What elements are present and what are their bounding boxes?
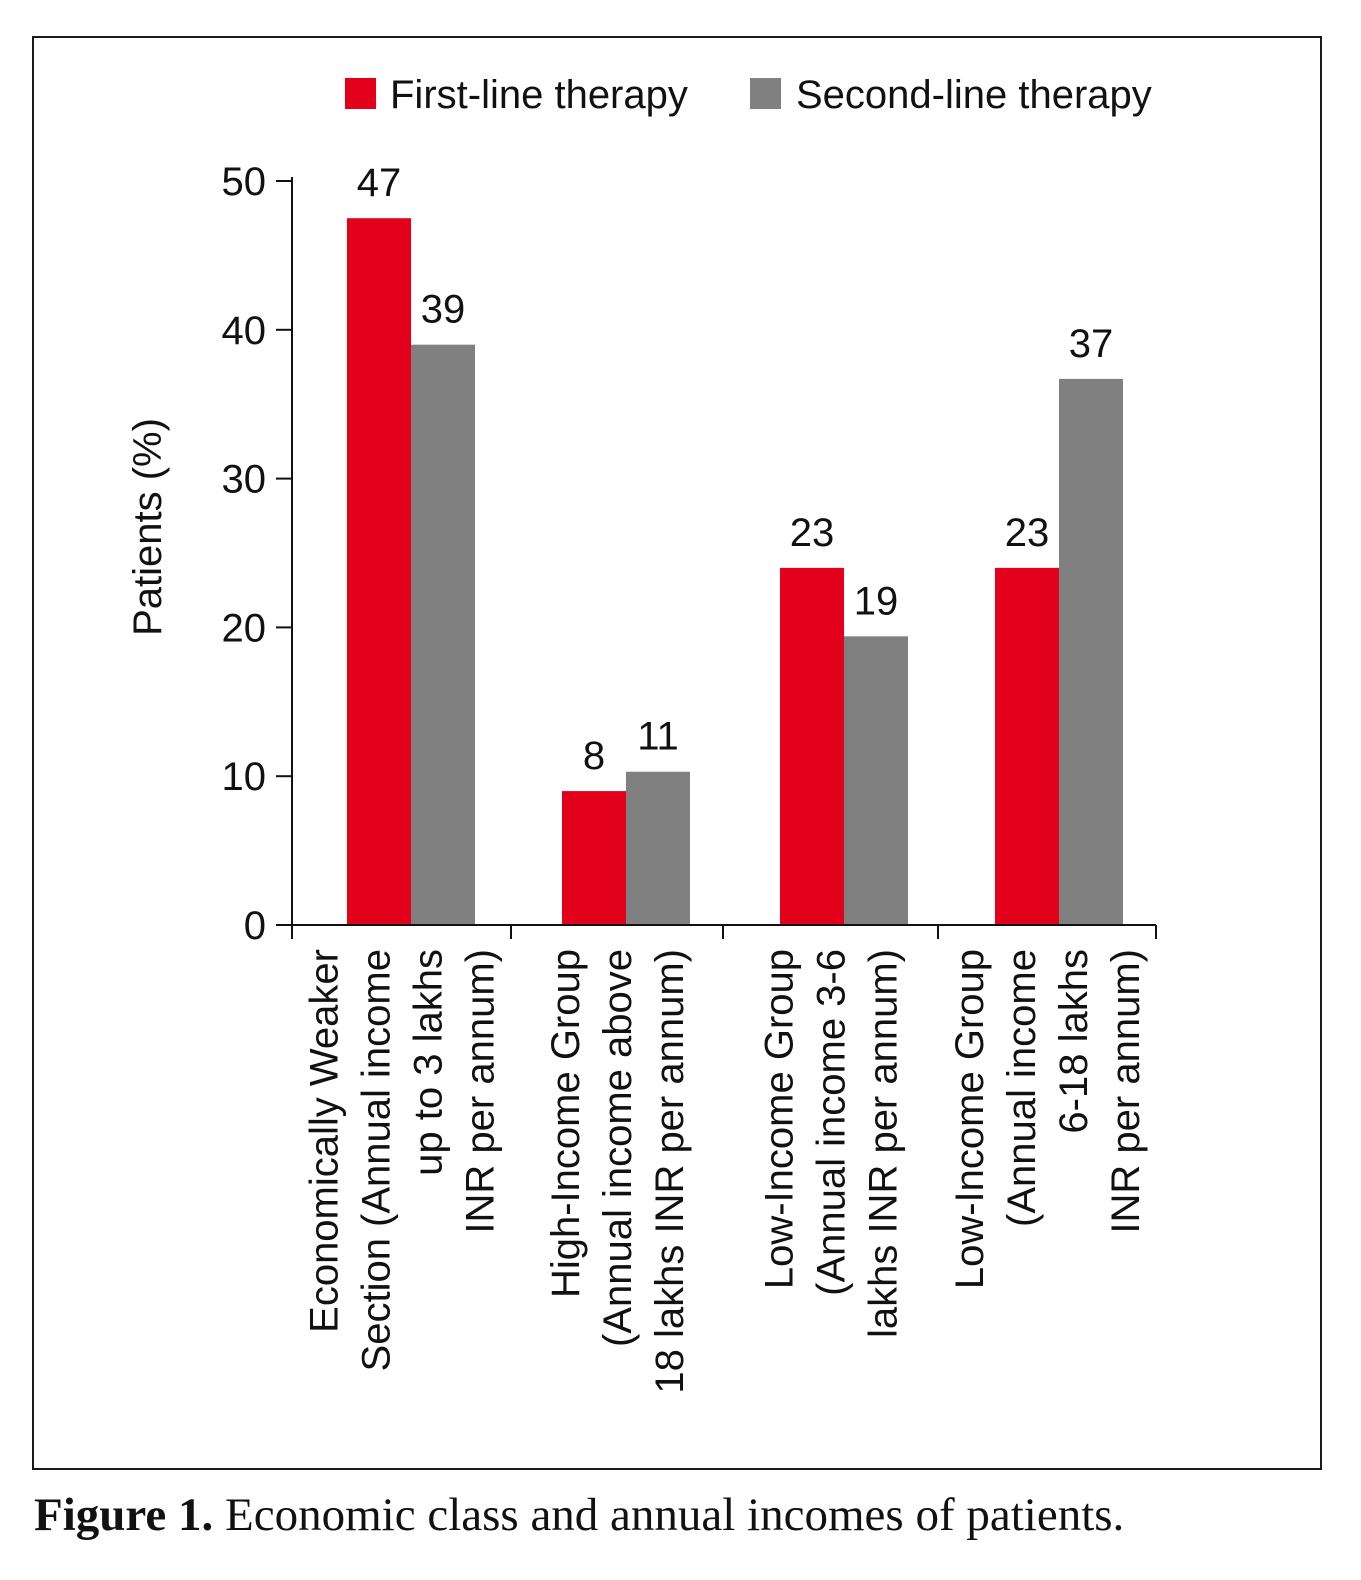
data-label-s2-c1: 39 — [421, 288, 466, 332]
legend: First-line therapy Second-line therapy — [345, 73, 1152, 117]
y-tick-label-20: 20 — [222, 606, 267, 650]
bar-s1-c4 — [995, 567, 1059, 925]
data-label-s2-c3: 19 — [854, 579, 899, 623]
figure-caption: Figure 1. Economic class and annual inco… — [34, 1488, 1124, 1542]
legend-label-1: First-line therapy — [390, 73, 688, 117]
data-label-s1-c2: 8 — [583, 734, 605, 778]
bar-chart: First-line therapy Second-line therapy 0 1… — [126, 73, 1157, 1394]
y-axis: 0 10 20 30 40 50 Patients (%) — [126, 160, 293, 948]
x-category-label-4-line-2: (Annual income — [1000, 949, 1044, 1227]
bar-s2-c1 — [411, 344, 475, 925]
data-label-s1-c4: 23 — [1005, 511, 1050, 555]
bars: 47 8 23 23 39 11 19 37 — [347, 161, 1123, 925]
bar-s1-c1 — [347, 218, 411, 925]
bar-s1-c3 — [780, 567, 844, 925]
y-tick-label-10: 10 — [222, 755, 267, 799]
y-tick-label-30: 30 — [222, 458, 267, 502]
caption-label: Figure 1. — [34, 1489, 214, 1541]
data-label-s1-c1: 47 — [357, 161, 402, 205]
x-category-label-1-line-2: Section (Annual income — [355, 949, 399, 1371]
y-axis-label: Patients (%) — [126, 418, 170, 636]
y-tick-label-0: 0 — [244, 904, 266, 948]
bar-s2-c4 — [1059, 378, 1123, 925]
bar-s2-c3 — [844, 636, 908, 925]
caption-text: Economic class and annual incomes of pat… — [213, 1489, 1125, 1541]
x-category-label-3-line-2: (Annual income 3-6 — [810, 949, 854, 1296]
y-tick-label-50: 50 — [222, 160, 267, 204]
bar-s1-c2 — [562, 791, 626, 925]
x-category-label-4-line-4: INR per annum) — [1104, 949, 1148, 1234]
y-tick-label-40: 40 — [222, 309, 267, 353]
x-category-label-1-line-3: up to 3 lakhs — [407, 949, 451, 1176]
legend-label-2: Second-line therapy — [796, 73, 1152, 117]
x-category-label-1-line-1: Economically Weaker — [303, 949, 347, 1333]
x-category-label-3-line-3: lakhs INR per annum) — [862, 949, 906, 1338]
x-category-label-2-line-3: 18 lakhs INR per annum) — [648, 949, 692, 1394]
data-label-s2-c4: 37 — [1069, 322, 1114, 366]
x-category-label-3-line-1: Low-Income Group — [758, 949, 802, 1289]
x-category-label-1-line-4: INR per annum) — [459, 949, 503, 1234]
x-axis: Economically Weaker Section (Annual incom… — [278, 924, 1157, 1394]
figure-frame: First-line therapy Second-line therapy 0 1… — [32, 36, 1322, 1470]
legend-swatch-2 — [750, 78, 781, 109]
x-category-label-4-line-3: 6-18 lakhs — [1052, 949, 1096, 1134]
data-label-s1-c3: 23 — [790, 511, 835, 555]
data-label-s2-c2: 11 — [637, 715, 679, 759]
x-category-label-4-line-1: Low-Income Group — [948, 949, 992, 1289]
bar-s2-c2 — [626, 771, 690, 925]
legend-swatch-1 — [345, 78, 376, 109]
x-category-label-2-line-2: (Annual income above — [596, 949, 640, 1347]
x-category-label-2-line-1: High-Income Group — [544, 949, 588, 1298]
